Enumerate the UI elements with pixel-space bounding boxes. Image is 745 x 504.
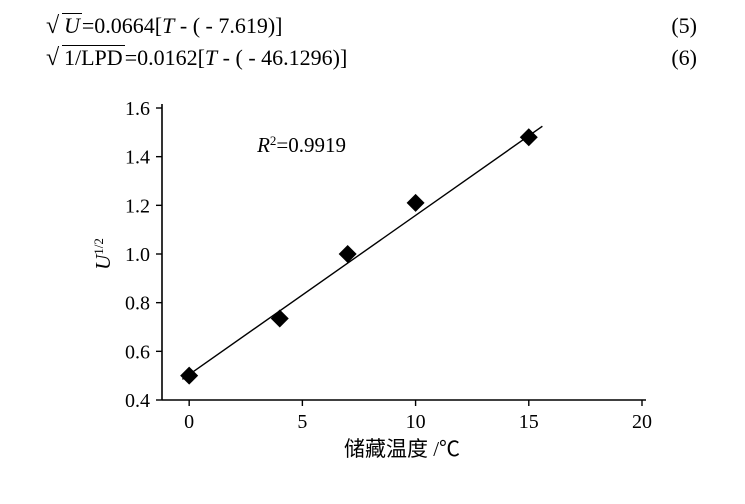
svg-text:0: 0: [184, 411, 194, 433]
svg-text:U1/2: U1/2: [91, 238, 115, 270]
eq5-number: (5): [671, 10, 697, 42]
svg-text:0.4: 0.4: [125, 390, 150, 412]
eq6-rhs: =0.0162[T - ( - 46.1296)]: [125, 45, 348, 70]
scatter-chart: 0.4 0.6 0.8 1.0 1.2 1.4 1.6 0 5 10 15 20 U1/2 储藏温度 /℃…: [90, 98, 670, 488]
svg-text:1.0: 1.0: [125, 244, 150, 266]
svg-text:10: 10: [406, 411, 426, 433]
svg-text:5: 5: [297, 411, 307, 433]
svg-text:1.6: 1.6: [125, 98, 150, 120]
equation-block: U=0.0664[T - ( - 7.619)] (5) 1/LPD=0.016…: [48, 10, 697, 74]
svg-text:1.4: 1.4: [125, 147, 150, 169]
eq5-radicand: U: [62, 13, 82, 37]
eq5-rhs: =0.0664[T - ( - 7.619)]: [82, 13, 283, 38]
svg-text:20: 20: [632, 411, 652, 433]
svg-text:0.8: 0.8: [125, 293, 150, 315]
equation-5: U=0.0664[T - ( - 7.619)] (5): [48, 10, 697, 42]
equation-6: 1/LPD=0.0162[T - ( - 46.1296)] (6): [48, 42, 697, 74]
svg-text:R2=0.9919: R2=0.9919: [256, 133, 346, 157]
svg-text:1.2: 1.2: [125, 195, 150, 217]
chart-svg: 0.4 0.6 0.8 1.0 1.2 1.4 1.6 0 5 10 15 20 U1/2 储藏温度 /℃…: [90, 98, 670, 488]
svg-text:0.6: 0.6: [125, 341, 150, 363]
svg-text:15: 15: [519, 411, 539, 433]
equation-5-body: U=0.0664[T - ( - 7.619)]: [48, 10, 283, 42]
svg-text:储藏温度 /℃: 储藏温度 /℃: [344, 437, 460, 461]
eq6-number: (6): [671, 42, 697, 74]
eq6-radicand: 1/LPD: [62, 45, 125, 69]
equation-6-body: 1/LPD=0.0162[T - ( - 46.1296)]: [48, 42, 347, 74]
